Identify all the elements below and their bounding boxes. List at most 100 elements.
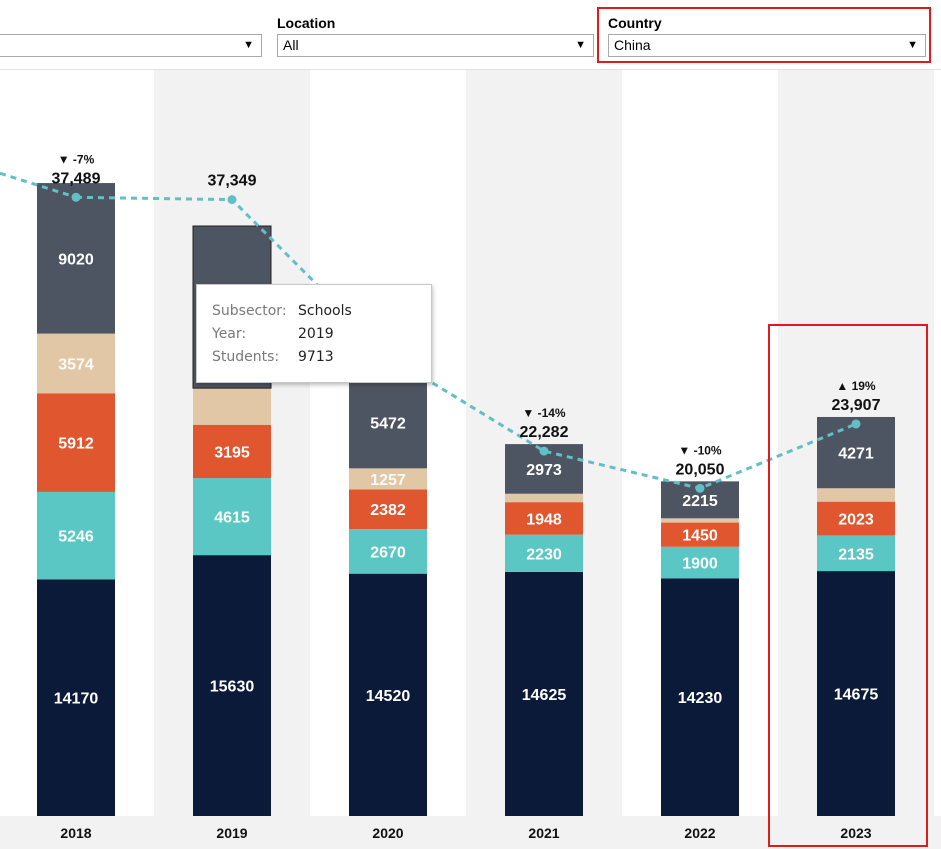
segment-label: 14675 xyxy=(834,687,879,704)
segment-label: 2023 xyxy=(838,512,874,529)
x-tick-label: 2022 xyxy=(684,825,715,841)
segment-label: 14520 xyxy=(366,688,411,705)
segment-label: 2215 xyxy=(682,493,718,510)
x-tick-label: 2019 xyxy=(216,825,247,841)
segment-label: 15630 xyxy=(210,679,255,696)
bar-segment xyxy=(817,488,895,502)
change-label: ▼ -10% xyxy=(678,443,722,457)
segment-labels: 14170 5246 5912 3574 9020 15630 4615 3195 9713 14… xyxy=(54,251,879,707)
stacked-bar-chart: 14170 5246 5912 3574 9020 15630 4615 3195 9713 14… xyxy=(0,70,941,849)
x-axis-strip xyxy=(0,816,941,849)
segment-label: 14170 xyxy=(54,691,99,708)
tooltip-value: Schools xyxy=(298,303,352,319)
segment-label: 1450 xyxy=(682,528,718,545)
segment-label: 2230 xyxy=(526,546,562,563)
chevron-down-icon: ▼ xyxy=(243,39,254,51)
trend-point xyxy=(227,195,237,205)
segment-label: 1948 xyxy=(526,511,562,528)
tooltip-key: Subsector: xyxy=(212,303,287,319)
bar-segment xyxy=(661,578,739,816)
x-axis: 2018 2019 2020 2021 2022 2023 xyxy=(0,816,941,849)
trend-point xyxy=(71,192,81,202)
bar-segment xyxy=(193,555,271,816)
bar-segments xyxy=(37,183,895,816)
segment-label: 5912 xyxy=(58,436,94,453)
bar-segment xyxy=(661,522,739,547)
chevron-down-icon: ▼ xyxy=(575,39,586,51)
bar-segment xyxy=(349,468,427,490)
total-label: 22,282 xyxy=(520,424,569,441)
country-select-value: China xyxy=(614,37,651,53)
tooltip-key: Year: xyxy=(212,326,247,342)
bar-segment xyxy=(505,571,583,816)
bar-segment xyxy=(193,478,271,556)
chevron-down-icon: ▼ xyxy=(907,39,918,51)
tooltip-value: 9713 xyxy=(298,349,334,365)
bar-segment xyxy=(661,518,739,523)
first-filter-select[interactable]: ▼ xyxy=(0,34,262,57)
bar-segment xyxy=(37,393,115,492)
bar-segment xyxy=(37,579,115,816)
change-label: ▼ -14% xyxy=(522,406,566,420)
bar-segment xyxy=(349,529,427,574)
segment-label: 14230 xyxy=(678,690,723,707)
segment-label: 5472 xyxy=(370,416,406,433)
x-tick-label: 2020 xyxy=(372,825,403,841)
segment-label: 9020 xyxy=(58,251,94,268)
segment-label: 2973 xyxy=(526,462,562,479)
segment-label: 2135 xyxy=(838,546,874,563)
trend-line-path xyxy=(75,195,857,490)
bar-segment xyxy=(349,377,427,469)
bar-segment xyxy=(37,491,115,580)
bar-segment xyxy=(505,534,583,572)
x-tick-label: 2021 xyxy=(528,825,559,841)
segment-label: 1900 xyxy=(682,556,718,573)
bar-segment xyxy=(505,502,583,535)
segment-label: 4615 xyxy=(214,510,250,527)
trend-line xyxy=(0,171,861,493)
bar-segment xyxy=(817,571,895,816)
bar-segment xyxy=(349,489,427,530)
bar-segment xyxy=(37,333,115,394)
country-filter-label: Country xyxy=(608,15,662,31)
trend-point xyxy=(695,483,705,493)
x-tick-label: 2018 xyxy=(60,825,91,841)
total-label: 23,907 xyxy=(832,397,881,414)
total-label: 20,050 xyxy=(676,461,725,478)
trend-point xyxy=(851,419,861,429)
location-select-value: All xyxy=(283,37,299,53)
x-tick-label: 2023 xyxy=(840,825,871,841)
location-filter-label: Location xyxy=(277,15,336,31)
country-select[interactable]: China ▼ xyxy=(608,34,926,57)
change-label: ▲ 19% xyxy=(836,379,876,393)
total-label: 37,489 xyxy=(52,170,101,187)
year-2023-highlight xyxy=(768,324,928,847)
location-select[interactable]: All ▼ xyxy=(277,34,594,57)
segment-label: 14625 xyxy=(522,687,567,704)
trend-point xyxy=(539,446,549,456)
tooltip-value: 2019 xyxy=(298,326,334,342)
tooltip: Subsector: Schools Year: 2019 Students: 971… xyxy=(196,284,432,383)
filter-bar: ▼ Location All ▼ Country China ▼ xyxy=(0,0,941,70)
tooltip-row-year: Year: 2019 xyxy=(212,326,334,342)
bar-segment xyxy=(37,183,115,334)
bar-segment xyxy=(193,388,271,425)
segment-label: 3195 xyxy=(214,444,250,461)
segment-label: 1257 xyxy=(370,472,406,489)
bar-segment xyxy=(349,573,427,816)
bar-segment xyxy=(505,493,583,503)
filter-separator xyxy=(0,69,941,70)
segment-label: 4271 xyxy=(838,446,874,463)
tooltip-key: Students: xyxy=(212,349,280,365)
tooltip-row-students: Students: 9713 xyxy=(212,349,334,365)
bar-segment xyxy=(817,501,895,536)
segment-label: 2382 xyxy=(370,502,406,519)
bar-segment xyxy=(661,546,739,579)
bar-segment xyxy=(817,535,895,572)
bar-segment xyxy=(193,424,271,479)
segment-label: 3574 xyxy=(58,356,94,373)
tooltip-row-subsector: Subsector: Schools xyxy=(212,303,352,319)
segment-label: 5246 xyxy=(58,529,94,546)
total-label: 37,349 xyxy=(208,173,257,190)
bar-segment xyxy=(817,416,895,489)
